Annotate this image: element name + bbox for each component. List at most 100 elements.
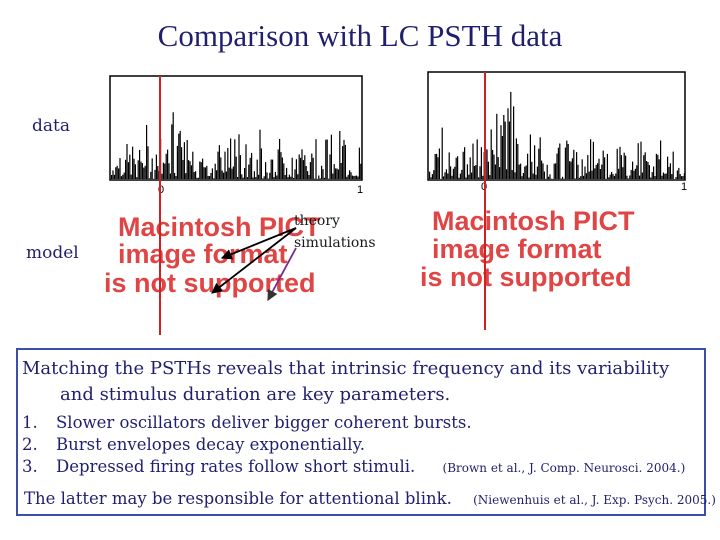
psth-bin (543, 171, 545, 179)
psth-bin (214, 163, 216, 179)
psth-bin (611, 172, 613, 179)
theory-arrow-2 (211, 227, 297, 294)
psth-bin (140, 161, 142, 179)
psth-bin (349, 170, 351, 179)
psth-bin (473, 165, 475, 179)
psth-bin (591, 170, 593, 179)
psth-bin (281, 157, 283, 179)
psth-bin (667, 156, 669, 179)
psth-bin (251, 152, 253, 179)
psth-bin (578, 177, 580, 179)
psth-bin (318, 175, 320, 179)
psth-bin (157, 166, 159, 179)
psth-bin (343, 139, 345, 179)
psth-bin (182, 160, 184, 179)
psth-bin (307, 171, 309, 179)
psth-bin (658, 159, 660, 179)
psth-bin (538, 148, 540, 179)
psth-bin (227, 148, 229, 179)
psth-bin (265, 162, 267, 179)
psth-bin (501, 136, 503, 179)
row-label-data: data (32, 116, 70, 136)
psth-bin (224, 151, 226, 179)
psth-bin (291, 157, 293, 179)
psth-bin (632, 161, 634, 179)
theory-arrow-1 (220, 227, 297, 260)
psth-bin (609, 174, 611, 179)
psth-bin (580, 176, 582, 179)
psth-bin (126, 144, 128, 179)
psth-bin (344, 144, 346, 179)
psth-bin (462, 151, 464, 179)
psth-bin (325, 139, 327, 179)
psth-bin (259, 129, 261, 179)
psth-bin (294, 169, 296, 179)
psth-bin (657, 154, 659, 179)
psth-bin (528, 177, 530, 179)
psth-bin (662, 172, 664, 179)
psth-bin (461, 169, 463, 179)
psth-bin (329, 154, 331, 179)
list-item-text: Slower oscillators deliver bigger cohere… (56, 413, 472, 432)
psth-bin (188, 160, 190, 179)
psth-bin (630, 169, 632, 179)
psth-bin (220, 157, 222, 179)
psth-bin (270, 159, 272, 179)
psth-bin (210, 173, 212, 179)
psth-bin (169, 173, 171, 179)
psth-bin (164, 163, 166, 179)
psth-bin (553, 163, 555, 179)
annotation-simulations: simulations (294, 235, 376, 251)
psth-bin (522, 173, 524, 179)
psth-bin (252, 177, 254, 179)
psth-bin (619, 146, 621, 179)
psth-bin (513, 106, 515, 179)
summary-box: Matching the PSTHs reveals that intrinsi… (16, 348, 716, 516)
psth-bin (626, 175, 628, 179)
psth-bin (225, 171, 227, 179)
psth-bin (507, 108, 509, 179)
summary-lead-line-2: and stimulus duration are key parameters… (60, 384, 451, 405)
psth-bin (665, 173, 667, 179)
psth-bin (235, 156, 237, 179)
psth-bin (637, 143, 639, 179)
psth-bin (487, 161, 489, 179)
psth-bin (256, 159, 258, 179)
list-item: 1. Slower oscillators deliver bigger coh… (22, 412, 702, 434)
psth-bin (244, 168, 246, 179)
psth-bin (174, 172, 176, 179)
psth-bin (309, 162, 311, 179)
psth-bin (302, 160, 304, 179)
psth-bin (436, 153, 438, 179)
psth-bin (459, 173, 461, 179)
psth-bin (664, 173, 666, 179)
psth-bin (249, 157, 251, 179)
psth-bin (499, 167, 501, 179)
psth-bin (237, 177, 239, 179)
psth-bin (137, 160, 139, 179)
psth-bin (350, 172, 352, 179)
right-placeholder-line-1: Macintosh PICT (432, 206, 635, 236)
psth-bin (651, 172, 653, 179)
closing-text: The latter may be responsible for attent… (24, 489, 452, 508)
psth-bin (601, 164, 603, 179)
right-placeholder-line-3: is not supported (420, 262, 632, 292)
psth-bin (429, 171, 431, 179)
psth-bin (668, 166, 670, 179)
annotation-theory-simulations: theory simulations (294, 210, 376, 254)
psth-bin (276, 175, 278, 179)
psth-bin (178, 133, 180, 179)
list-item-number: 1. (22, 413, 38, 432)
psth-bin (245, 144, 247, 179)
psth-bin (566, 140, 568, 179)
psth-bin (549, 174, 551, 179)
right-psth-frame (427, 71, 686, 181)
psth-bin (335, 168, 337, 179)
psth-bin (584, 166, 586, 179)
psth-bin (262, 178, 264, 179)
psth-bin (639, 175, 641, 179)
psth-bin (437, 157, 439, 179)
psth-bin (577, 164, 579, 179)
psth-bin (441, 127, 443, 179)
psth-bin (602, 150, 604, 179)
